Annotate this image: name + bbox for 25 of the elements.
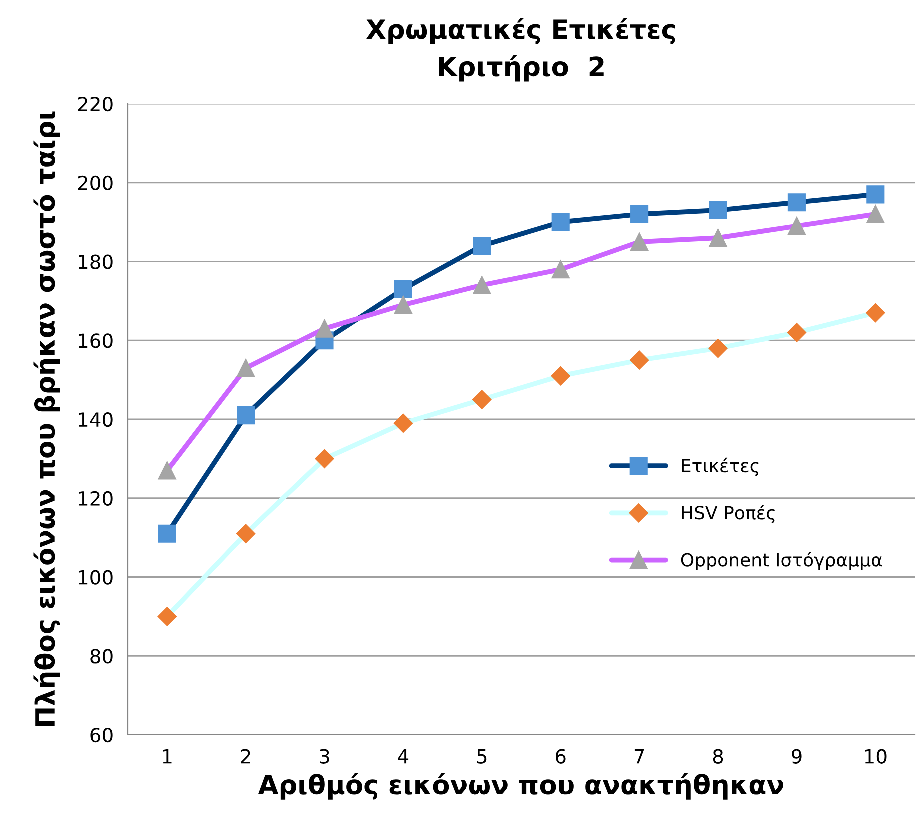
y-tick-label: 80 xyxy=(90,649,113,664)
x-tick-label: 4 xyxy=(398,749,409,764)
x-tick-label: 5 xyxy=(477,749,487,764)
x-axis-title: Αριθμός εικόνων που ανακτήθηκαν xyxy=(258,773,784,800)
y-axis-title: Πλήθος εικόνων που βρήκαν σωστό ταίρι xyxy=(34,112,60,726)
y-tick-label: 60 xyxy=(90,728,113,743)
x-tick-label: 3 xyxy=(320,749,330,764)
x-tick-label: 7 xyxy=(634,749,644,764)
legend-label: Opponent Ιστόγραμμα xyxy=(681,552,882,570)
x-tick-label: 8 xyxy=(713,749,724,764)
x-tick-label: 6 xyxy=(556,749,566,764)
legend-label: HSV Ροπές xyxy=(682,505,775,524)
chart-title: Χρωματικές Ετικέτες Κριτήριο 2 xyxy=(366,18,676,82)
y-tick-label: 140 xyxy=(79,412,113,428)
y-tick-label: 160 xyxy=(79,334,113,348)
y-tick-label: 200 xyxy=(78,176,113,191)
legend-label: Ετικέτες xyxy=(682,458,759,476)
x-tick-label: 9 xyxy=(792,749,802,764)
x-tick-label: 2 xyxy=(241,749,250,764)
y-tick-label: 180 xyxy=(79,254,113,270)
x-tick-label: 10 xyxy=(865,749,887,764)
y-tick-label: 220 xyxy=(78,96,113,112)
y-tick-label: 100 xyxy=(79,570,113,585)
y-tick-label: 120 xyxy=(79,491,113,506)
x-tick-label: 1 xyxy=(163,749,172,764)
